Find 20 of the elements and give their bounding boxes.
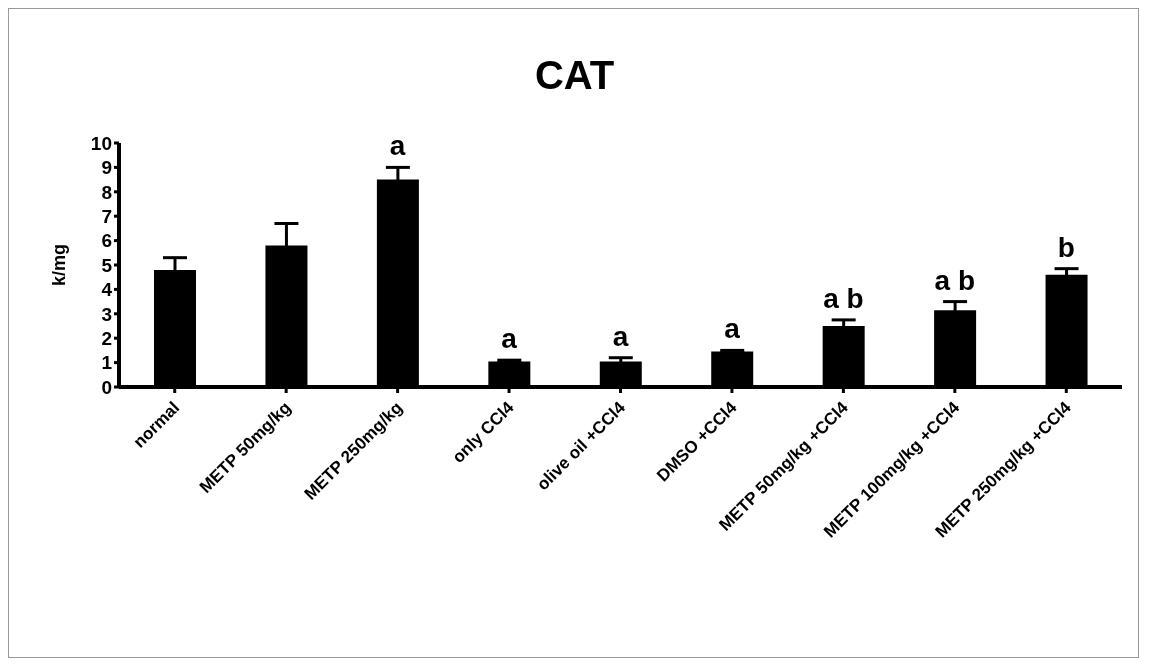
y-tick-label: 5 <box>101 254 113 276</box>
annotation: a <box>389 130 406 162</box>
annotation: a b <box>934 264 976 296</box>
annotation: a <box>724 313 741 345</box>
y-tick-label: 10 <box>90 132 112 154</box>
annotation: a <box>501 323 518 355</box>
annotation: a b <box>823 282 864 314</box>
y-tick-label: 3 <box>101 303 112 325</box>
y-tick-label: 7 <box>101 205 112 227</box>
annotation: b <box>1057 231 1075 263</box>
y-tick-label: 0 <box>101 376 112 398</box>
y-axis-title: k/mg <box>48 243 70 287</box>
chart-title: CAT <box>533 53 616 98</box>
y-tick-label: 2 <box>101 327 112 349</box>
y-tick-label: 9 <box>101 157 112 179</box>
y-tick-label: 4 <box>101 279 113 301</box>
y-tick-label: 6 <box>101 230 112 252</box>
annotation: a <box>612 320 629 352</box>
y-tick-label: 8 <box>101 181 112 203</box>
y-tick-label: 1 <box>101 352 113 374</box>
